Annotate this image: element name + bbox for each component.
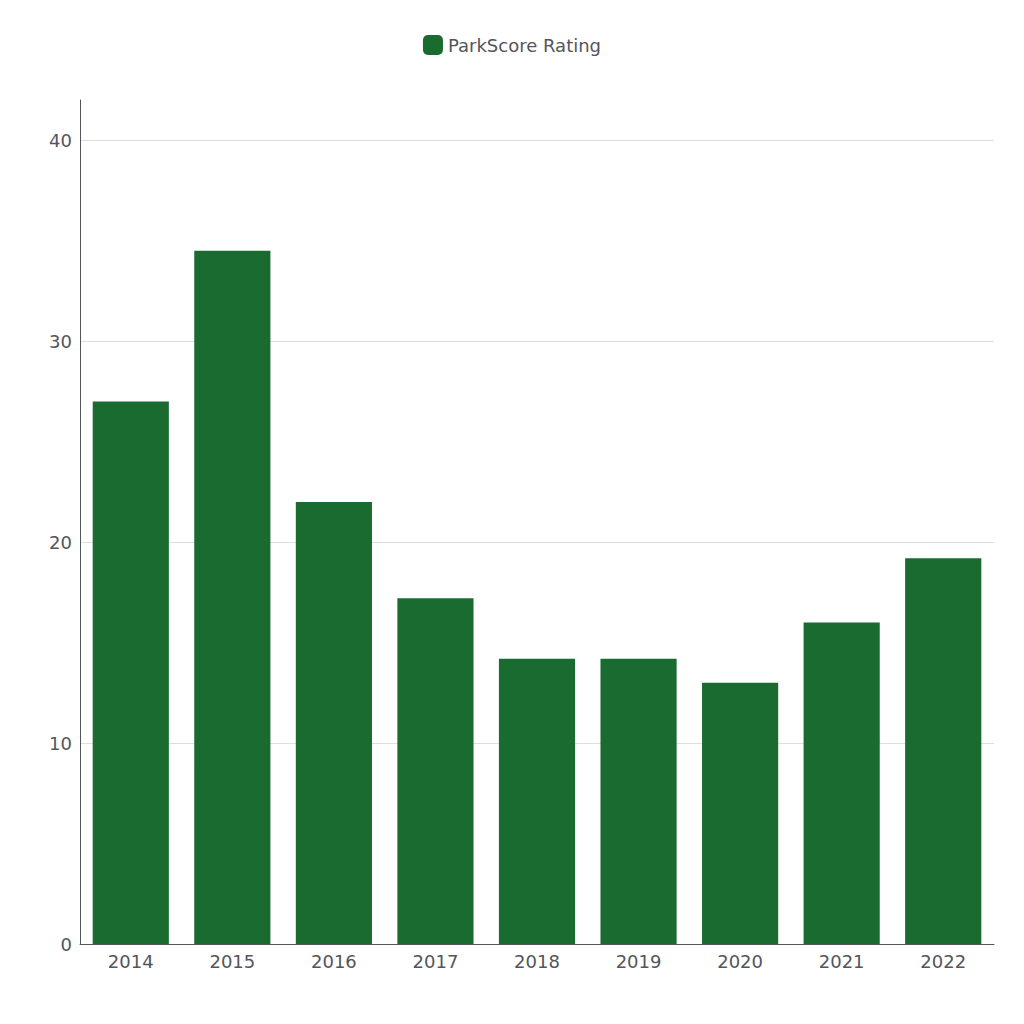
svg-text:2017: 2017 xyxy=(413,951,459,972)
svg-text:10: 10 xyxy=(49,733,72,754)
svg-text:2016: 2016 xyxy=(311,951,357,972)
svg-text:30: 30 xyxy=(49,331,72,352)
svg-text:40: 40 xyxy=(49,130,72,151)
svg-text:20: 20 xyxy=(49,532,72,553)
svg-text:2019: 2019 xyxy=(616,951,662,972)
svg-text:2021: 2021 xyxy=(819,951,865,972)
svg-text:2022: 2022 xyxy=(920,951,966,972)
svg-text:0: 0 xyxy=(61,934,72,955)
svg-text:ParkScore Rating: ParkScore Rating xyxy=(448,35,601,56)
svg-text:2014: 2014 xyxy=(108,951,154,972)
svg-text:2020: 2020 xyxy=(717,951,763,972)
svg-text:2018: 2018 xyxy=(514,951,560,972)
svg-text:2015: 2015 xyxy=(209,951,255,972)
